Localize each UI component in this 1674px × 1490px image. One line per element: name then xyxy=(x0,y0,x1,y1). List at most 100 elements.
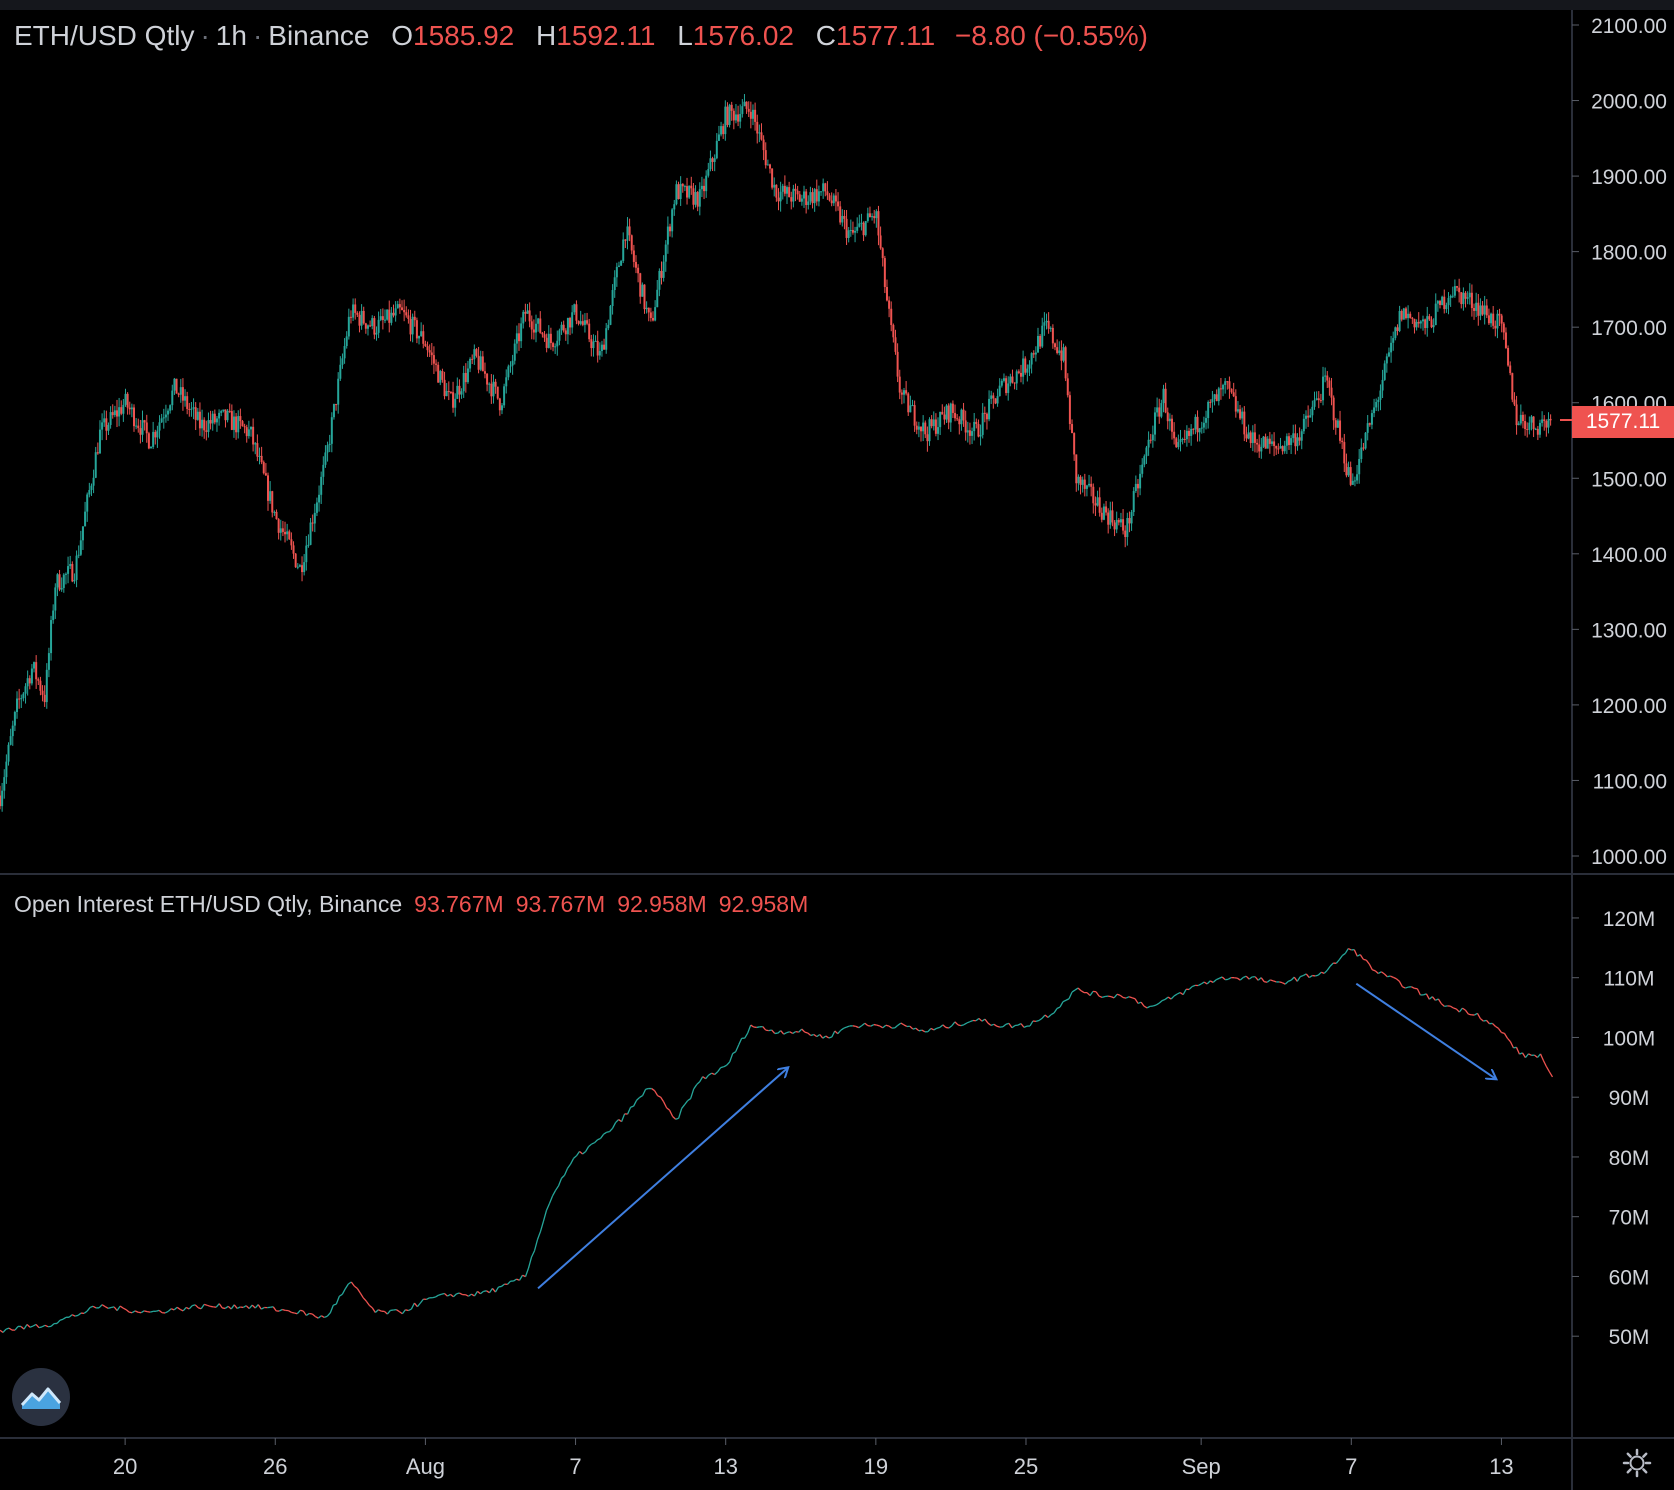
symbol-label[interactable]: ETH/USD Qtly xyxy=(14,20,195,51)
oi-segment xyxy=(1098,995,1103,998)
trend-arrows xyxy=(537,982,1496,1290)
oi-segment xyxy=(921,1029,926,1033)
oi-segment xyxy=(155,1309,160,1312)
oi-segment xyxy=(170,1308,175,1311)
oi-segment xyxy=(507,1280,511,1285)
candle xyxy=(909,395,912,413)
oi-segment xyxy=(1462,1007,1466,1011)
candle xyxy=(1430,316,1433,329)
candle xyxy=(1156,397,1159,417)
candle xyxy=(281,520,284,537)
interval-label[interactable]: 1h xyxy=(215,20,247,51)
candle xyxy=(1541,411,1544,427)
candle xyxy=(1373,398,1376,418)
candle xyxy=(152,421,155,449)
candle xyxy=(403,299,406,322)
candle xyxy=(179,378,182,403)
oi-segment xyxy=(939,1024,944,1028)
oi-segment xyxy=(113,1306,118,1312)
oi-segment xyxy=(278,1308,283,1312)
oi-segment xyxy=(1329,962,1334,967)
candle xyxy=(1487,308,1490,326)
oi-segment xyxy=(1428,996,1433,1000)
candle xyxy=(1298,427,1301,446)
candle xyxy=(245,424,248,443)
candle xyxy=(943,406,946,425)
oi-segment xyxy=(969,1019,974,1023)
candle xyxy=(934,413,937,437)
candle xyxy=(1481,301,1484,316)
oi-segment xyxy=(1227,977,1232,980)
candle xyxy=(920,426,923,442)
oi-segment xyxy=(1444,1005,1448,1008)
candle xyxy=(328,434,331,453)
candle xyxy=(939,411,942,436)
candle xyxy=(1068,391,1071,430)
candle xyxy=(154,429,157,445)
candle xyxy=(62,573,65,593)
candle xyxy=(820,191,823,196)
candle xyxy=(522,309,525,329)
oi-segment xyxy=(936,1026,941,1029)
candle xyxy=(630,234,633,255)
oi-segment xyxy=(783,1032,788,1035)
candle xyxy=(577,320,580,326)
candle xyxy=(1253,423,1256,453)
oi-segment xyxy=(858,1025,863,1029)
candle xyxy=(694,185,697,208)
candle xyxy=(1075,454,1078,492)
candle xyxy=(1009,373,1012,387)
oi-segment xyxy=(200,1303,205,1310)
candle xyxy=(1151,425,1154,448)
candle xyxy=(13,710,16,732)
candle xyxy=(749,101,752,129)
candle xyxy=(1334,417,1337,435)
time-tick-label: 13 xyxy=(1489,1454,1513,1479)
candle xyxy=(732,108,735,130)
candle xyxy=(1147,431,1150,456)
candle xyxy=(292,541,295,559)
oi-title[interactable]: Open Interest ETH/USD Qtly, Binance xyxy=(14,891,403,917)
oi-segment xyxy=(573,1155,577,1159)
candle xyxy=(569,316,572,336)
open-interest-legend: Open Interest ETH/USD Qtly, Binance 93.76… xyxy=(14,891,808,918)
candle xyxy=(320,471,323,504)
tradingview-logo-icon[interactable] xyxy=(12,1368,70,1426)
candle xyxy=(196,407,199,421)
candle xyxy=(1224,378,1227,394)
oi-segment xyxy=(1002,1023,1007,1028)
candle xyxy=(222,409,225,413)
candle xyxy=(541,331,544,338)
candle xyxy=(1019,364,1022,383)
oi-segment xyxy=(338,1293,343,1297)
candle xyxy=(954,404,957,422)
oi-segment xyxy=(669,1110,674,1117)
candle xyxy=(1262,435,1265,448)
candle xyxy=(186,391,189,415)
gear-icon[interactable] xyxy=(1622,1448,1652,1478)
candle xyxy=(792,184,795,208)
candle xyxy=(354,298,357,320)
candle xyxy=(681,183,684,193)
candle xyxy=(849,219,852,237)
oi-segment xyxy=(158,1309,163,1314)
oi-segment xyxy=(71,1314,76,1317)
oi-segment xyxy=(594,1139,599,1144)
candle xyxy=(1266,436,1269,449)
candle xyxy=(81,526,84,550)
candle xyxy=(339,356,342,381)
candle xyxy=(1047,312,1050,334)
candle xyxy=(1205,410,1208,430)
time-tick-label: 25 xyxy=(1014,1454,1038,1479)
oi-segment xyxy=(861,1022,866,1027)
candle xyxy=(1079,475,1082,495)
oi-segment xyxy=(302,1310,307,1316)
oi-segment xyxy=(672,1116,677,1120)
oi-segment xyxy=(260,1306,265,1310)
oi-segment xyxy=(1398,980,1403,988)
candle xyxy=(1545,419,1548,437)
candle xyxy=(1390,335,1393,363)
candle xyxy=(620,259,623,266)
price-tick-label: 1800.00 xyxy=(1591,242,1667,265)
